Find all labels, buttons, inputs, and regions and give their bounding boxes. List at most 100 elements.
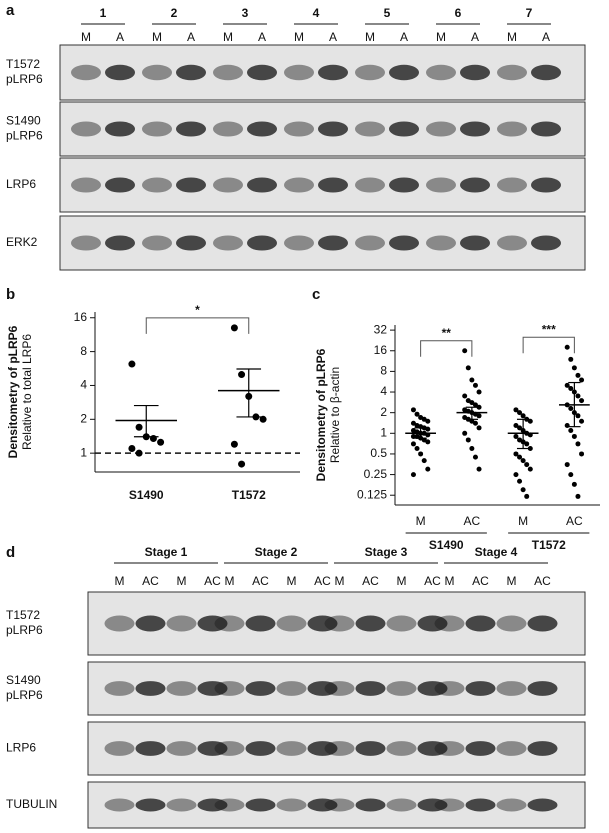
data-point <box>513 451 519 457</box>
band <box>426 235 456 251</box>
data-point <box>517 410 523 416</box>
band <box>245 615 276 632</box>
band <box>389 64 419 81</box>
stage-label: Stage 3 <box>365 545 408 559</box>
band <box>214 798 245 812</box>
stage-label: Stage 2 <box>255 545 298 559</box>
band <box>386 798 417 812</box>
data-point <box>472 420 478 426</box>
lane-label: AC <box>362 574 379 588</box>
band <box>276 681 307 696</box>
band <box>497 121 527 137</box>
band <box>465 798 496 812</box>
band <box>214 681 245 696</box>
blot-label: T1572 <box>6 57 40 71</box>
lane-label: A <box>258 30 266 44</box>
band <box>142 177 172 193</box>
y-tick-label: 8 <box>80 344 87 358</box>
blot-label: pLRP6 <box>6 72 43 86</box>
band <box>247 121 277 137</box>
data-point <box>469 446 475 452</box>
band <box>324 615 355 632</box>
band <box>527 681 558 696</box>
group-label: 7 <box>526 6 533 20</box>
group-label: 6 <box>455 6 462 20</box>
data-point <box>579 377 585 383</box>
band <box>465 681 496 696</box>
group-label: 2 <box>171 6 178 20</box>
group-label: 5 <box>384 6 391 20</box>
data-point <box>410 441 416 447</box>
band <box>426 177 456 193</box>
y-axis-label: Densitometry of pLRP6 <box>314 348 328 481</box>
band <box>166 681 197 696</box>
significance-label: ** <box>442 326 452 340</box>
lane-label: M <box>507 574 517 588</box>
data-point <box>476 404 482 410</box>
band <box>355 121 385 137</box>
data-point <box>571 433 577 439</box>
band <box>389 121 419 137</box>
data-point <box>465 365 471 371</box>
band <box>176 64 206 81</box>
band <box>417 681 448 696</box>
x-tick-label: M <box>416 514 426 528</box>
band <box>355 177 385 193</box>
band <box>176 121 206 137</box>
band <box>245 681 276 696</box>
data-point <box>410 420 416 426</box>
band <box>166 798 197 812</box>
band <box>531 121 561 137</box>
y-tick-label: 1 <box>380 425 387 439</box>
x-tick-label: S1490 <box>129 488 164 502</box>
band <box>497 235 527 251</box>
group-label: S1490 <box>429 538 464 552</box>
data-point <box>472 402 478 408</box>
band <box>71 121 101 137</box>
lane-label: A <box>187 30 195 44</box>
band <box>276 615 307 632</box>
band <box>318 64 348 81</box>
data-point <box>568 356 574 362</box>
band <box>197 798 228 812</box>
band <box>496 741 527 756</box>
data-point <box>414 411 420 417</box>
band <box>213 64 243 81</box>
lane-label: AC <box>252 574 269 588</box>
lane-label: AC <box>424 574 441 588</box>
data-point <box>425 439 431 445</box>
band <box>324 798 355 812</box>
band <box>496 615 527 632</box>
data-point <box>230 440 238 448</box>
band <box>214 615 245 632</box>
blot-label: S1490 <box>6 673 41 687</box>
band <box>104 798 135 812</box>
band <box>496 681 527 696</box>
data-point <box>472 454 478 460</box>
band <box>135 741 166 756</box>
band <box>386 741 417 756</box>
band <box>105 177 135 193</box>
x-tick-label: M <box>518 514 528 528</box>
y-tick-label: 2 <box>380 405 387 419</box>
data-point <box>571 365 577 371</box>
band <box>104 681 135 696</box>
significance-bracket <box>145 317 250 334</box>
data-point <box>575 393 581 399</box>
lane-label: M <box>225 574 235 588</box>
x-tick-label: AC <box>464 514 481 528</box>
data-point <box>527 446 533 452</box>
band <box>135 681 166 696</box>
data-point <box>414 446 420 452</box>
significance-label: *** <box>542 322 556 336</box>
y-tick-label: 16 <box>74 310 88 324</box>
data-point <box>469 377 475 383</box>
blot-label: pLRP6 <box>6 688 43 702</box>
band <box>434 681 465 696</box>
band <box>318 235 348 251</box>
lane-label: M <box>152 30 162 44</box>
group-label: 1 <box>100 6 107 20</box>
lane-label: M <box>335 574 345 588</box>
lane-label: M <box>115 574 125 588</box>
